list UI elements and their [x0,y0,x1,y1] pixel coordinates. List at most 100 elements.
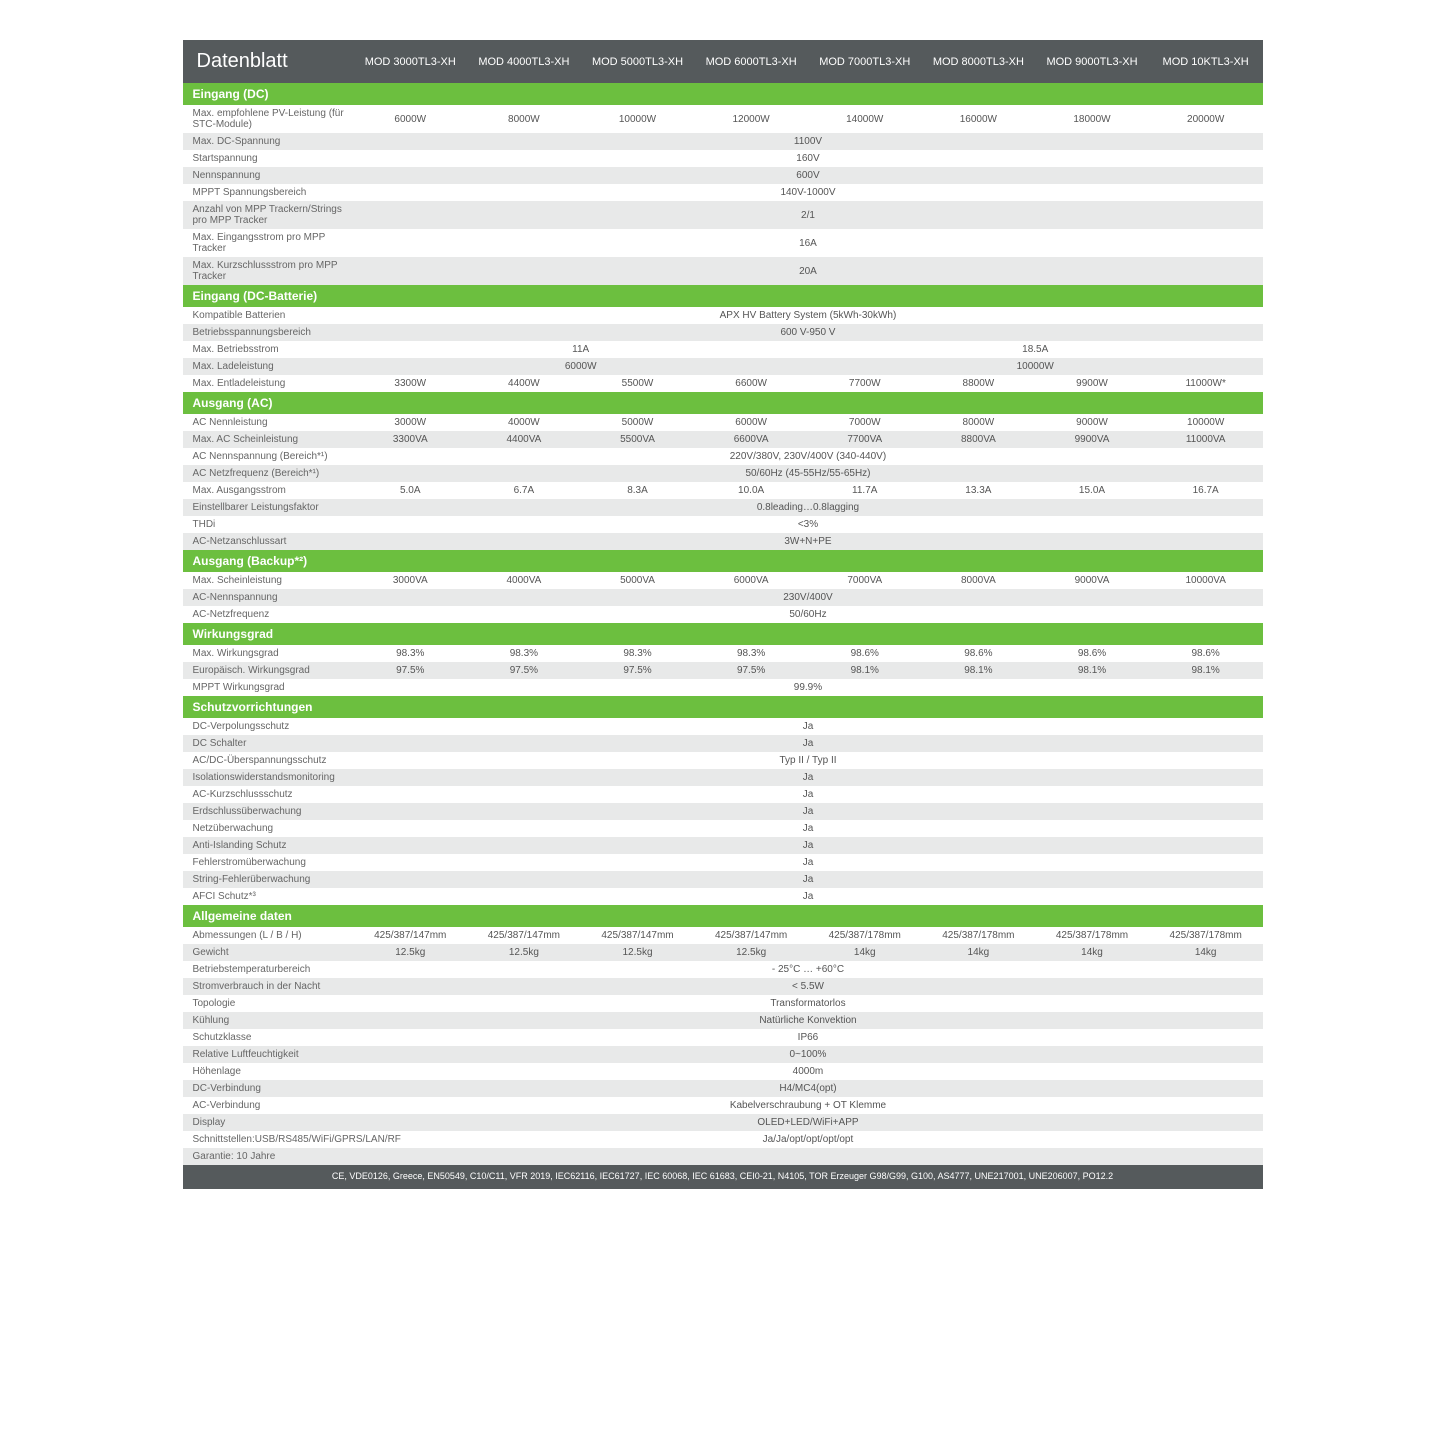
row-value-spanned: Natürliche Konvektion [353,1012,1262,1029]
row-label: Max. Kurzschlussstrom pro MPP Tracker [183,257,354,285]
row-label: Kühlung [183,1012,354,1029]
row-value: 14kg [808,944,922,961]
row-value-group: 6000W [353,358,808,375]
row-value-spanned: Ja [353,871,1262,888]
data-row: Anzahl von MPP Trackern/Strings pro MPP … [183,201,1263,229]
row-value: 10000VA [1149,572,1263,589]
row-value: 16.7A [1149,482,1263,499]
row-value: 20000W [1149,105,1263,133]
section-title: Eingang (DC) [183,83,1263,105]
section-header: Schutzvorrichtungen [183,696,1263,718]
row-value: 5500VA [581,431,695,448]
row-value: 98.3% [353,645,467,662]
row-value: 6600W [694,375,808,392]
row-value: 97.5% [353,662,467,679]
row-value: 7000W [808,414,922,431]
row-value: 425/387/147mm [353,927,467,944]
data-row: Garantie: 10 Jahre [183,1148,1263,1165]
row-value: 5000VA [581,572,695,589]
row-value: 98.1% [808,662,922,679]
row-value: 425/387/178mm [922,927,1036,944]
data-row: Max. Wirkungsgrad98.3%98.3%98.3%98.3%98.… [183,645,1263,662]
sheet-title: Datenblatt [183,40,354,83]
data-row: Max. Kurzschlussstrom pro MPP Tracker20A [183,257,1263,285]
row-value: 6000W [694,414,808,431]
data-row: Max. Eingangsstrom pro MPP Tracker16A [183,229,1263,257]
row-value: 14kg [922,944,1036,961]
row-value: 4000W [467,414,581,431]
row-label: Max. empfohlene PV-Leistung (für STC-Mod… [183,105,354,133]
row-value-spanned: 2/1 [353,201,1262,229]
row-value: 8000W [922,414,1036,431]
data-row: Kompatible BatterienAPX HV Battery Syste… [183,307,1263,324]
section-title: Eingang (DC-Batterie) [183,285,1263,307]
data-row: Max. Betriebsstrom11A18.5A [183,341,1263,358]
row-label: AC Nennleistung [183,414,354,431]
data-row: AC-Nennspannung230V/400V [183,589,1263,606]
row-value: 4400W [467,375,581,392]
row-value: 4400VA [467,431,581,448]
row-value-spanned: Ja [353,735,1262,752]
row-value: 5500W [581,375,695,392]
row-value-spanned: Ja [353,718,1262,735]
row-label: Relative Luftfeuchtigkeit [183,1046,354,1063]
data-row: Max. DC-Spannung1100V [183,133,1263,150]
row-label: Schnittstellen:USB/RS485/WiFi/GPRS/LAN/R… [183,1131,354,1148]
header-row: Datenblatt MOD 3000TL3-XH MOD 4000TL3-XH… [183,40,1263,83]
row-label: AC-Kurzschlussschutz [183,786,354,803]
row-label: Europäisch. Wirkungsgrad [183,662,354,679]
data-row: String-FehlerüberwachungJa [183,871,1263,888]
row-value: 4000VA [467,572,581,589]
row-label: DC Schalter [183,735,354,752]
row-value: 11000W* [1149,375,1263,392]
data-row: IsolationswiderstandsmonitoringJa [183,769,1263,786]
row-value-spanned: 230V/400V [353,589,1262,606]
row-value: 98.6% [1035,645,1149,662]
row-label: THDi [183,516,354,533]
model-header: MOD 3000TL3-XH [353,40,467,83]
model-header: MOD 6000TL3-XH [694,40,808,83]
row-label: Stromverbrauch in der Nacht [183,978,354,995]
data-row: Stromverbrauch in der Nacht< 5.5W [183,978,1263,995]
row-label: AC/DC-Überspannungsschutz [183,752,354,769]
row-value: 8800VA [922,431,1036,448]
data-row: Einstellbarer Leistungsfaktor0.8leading…… [183,499,1263,516]
row-value: 14000W [808,105,922,133]
row-label: Max. Scheinleistung [183,572,354,589]
row-value: 7000VA [808,572,922,589]
row-value-spanned: 220V/380V, 230V/400V (340-440V) [353,448,1262,465]
row-value: 12.5kg [353,944,467,961]
row-label: Kompatible Batterien [183,307,354,324]
row-label: Max. Ausgangsstrom [183,482,354,499]
row-label: Max. AC Scheinleistung [183,431,354,448]
model-header: MOD 4000TL3-XH [467,40,581,83]
row-value-spanned: 0.8leading…0.8lagging [353,499,1262,516]
row-value-spanned: Ja [353,820,1262,837]
row-value: 10000W [581,105,695,133]
data-row: AC Nennspannung (Bereich*¹)220V/380V, 23… [183,448,1263,465]
row-label: Startspannung [183,150,354,167]
footer-row: CE, VDE0126, Greece, EN50549, C10/C11, V… [183,1165,1263,1189]
row-value: 9900VA [1035,431,1149,448]
row-value: 14kg [1149,944,1263,961]
footer-text: CE, VDE0126, Greece, EN50549, C10/C11, V… [183,1165,1263,1189]
row-value: 98.3% [467,645,581,662]
data-row: Betriebstemperaturbereich- 25°C … +60°C [183,961,1263,978]
data-row: Anti-Islanding SchutzJa [183,837,1263,854]
section-title: Ausgang (AC) [183,392,1263,414]
row-value: 9900W [1035,375,1149,392]
row-value: 97.5% [694,662,808,679]
row-value: 6600VA [694,431,808,448]
model-header: MOD 7000TL3-XH [808,40,922,83]
row-value-spanned: 16A [353,229,1262,257]
row-value-spanned: H4/MC4(opt) [353,1080,1262,1097]
row-value: 14kg [1035,944,1149,961]
row-value-group: 11A [353,341,808,358]
row-value-spanned: 99.9% [353,679,1262,696]
data-row: Max. Entladeleistung3300W4400W5500W6600W… [183,375,1263,392]
section-title: Wirkungsgrad [183,623,1263,645]
row-value: 425/387/178mm [1035,927,1149,944]
row-value: 97.5% [467,662,581,679]
row-label: DC-Verbindung [183,1080,354,1097]
row-value-spanned: Transformatorlos [353,995,1262,1012]
